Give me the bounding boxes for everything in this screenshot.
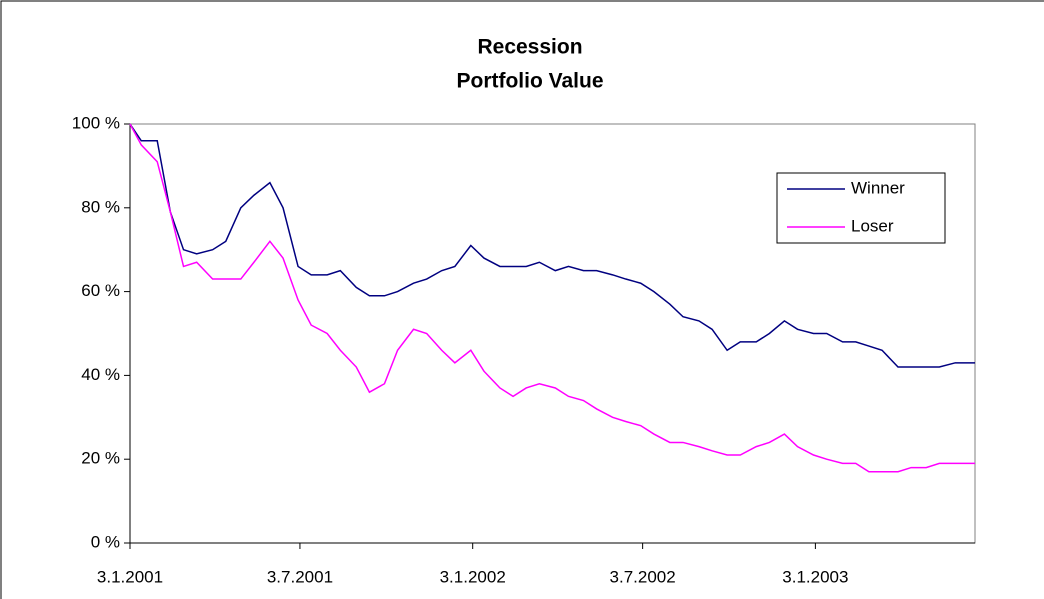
series-line: [129, 123, 975, 473]
x-tick-label: 3.7.2001: [267, 567, 333, 586]
y-tick-label: 60 %: [81, 281, 120, 300]
y-tick-label: 20 %: [81, 449, 120, 468]
x-tick-label: 3.1.2002: [440, 567, 506, 586]
chart-title: Recession: [477, 36, 582, 59]
y-tick-label: 0 %: [91, 532, 120, 551]
y-tick-label: 80 %: [81, 197, 120, 216]
legend-box: [776, 172, 946, 244]
x-tick-label: 3.1.2003: [782, 567, 848, 586]
x-tick-label: 3.7.2002: [610, 567, 676, 586]
y-tick-label: 100 %: [72, 113, 120, 132]
y-tick-label: 40 %: [81, 365, 120, 384]
series-line: [129, 123, 975, 368]
legend-label: Winner: [851, 178, 905, 197]
x-tick-label: 3.1.2001: [97, 567, 163, 586]
chart-subtitle: Portfolio Value: [456, 70, 603, 93]
legend-label: Loser: [851, 216, 894, 235]
